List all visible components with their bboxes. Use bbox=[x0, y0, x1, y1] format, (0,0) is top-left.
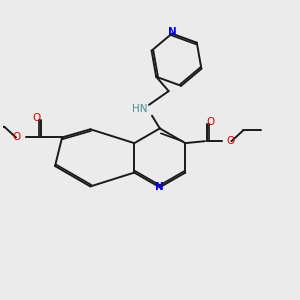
Text: HN: HN bbox=[132, 104, 147, 114]
Text: O: O bbox=[32, 113, 41, 123]
Text: O: O bbox=[226, 136, 235, 146]
Text: O: O bbox=[13, 132, 21, 142]
Text: O: O bbox=[207, 116, 215, 127]
Text: N: N bbox=[155, 182, 164, 192]
Text: N: N bbox=[167, 27, 176, 37]
